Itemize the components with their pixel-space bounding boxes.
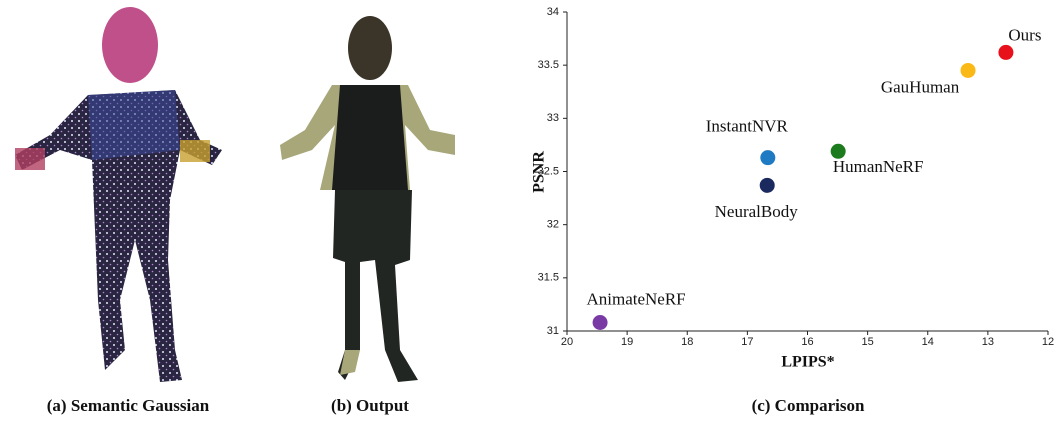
x-tick-label: 12 [1042,336,1054,348]
y-tick-label: 34 [547,6,559,18]
y-tick-label: 31 [547,325,559,337]
point-label: GauHuman [881,77,960,96]
x-tick-label: 14 [922,336,934,348]
x-tick-label: 13 [982,336,994,348]
y-tick-label: 33.5 [538,59,559,71]
x-tick-label: 16 [801,336,813,348]
x-tick-label: 18 [681,336,693,348]
semantic-gaussian-image [15,7,222,382]
point [592,314,608,330]
point [759,177,775,193]
point-label: InstantNVR [706,117,789,136]
point-label: Ours [1008,25,1041,44]
output-image [280,16,455,382]
point [960,62,976,78]
point-label: HumanNeRF [833,157,924,176]
y-axis-label: PSNR [531,151,548,193]
y-tick-label: 32.5 [538,165,559,177]
x-tick-label: 15 [862,336,874,348]
caption: (c) Comparison [752,396,865,415]
y-tick-label: 33 [547,112,559,124]
x-tick-label: 20 [561,336,573,348]
point [998,44,1014,60]
point-label: AnimateNeRF [586,289,685,308]
y-tick-label: 31.5 [538,272,559,284]
x-tick-label: 17 [741,336,753,348]
caption: (b) Output [331,396,409,415]
point [760,150,776,166]
caption: (a) Semantic Gaussian [47,396,210,415]
x-axis-label: LPIPS* [781,354,834,371]
y-tick-label: 32 [547,219,559,231]
point [830,143,846,159]
x-tick-label: 19 [621,336,633,348]
point-label: NeuralBody [715,202,799,221]
